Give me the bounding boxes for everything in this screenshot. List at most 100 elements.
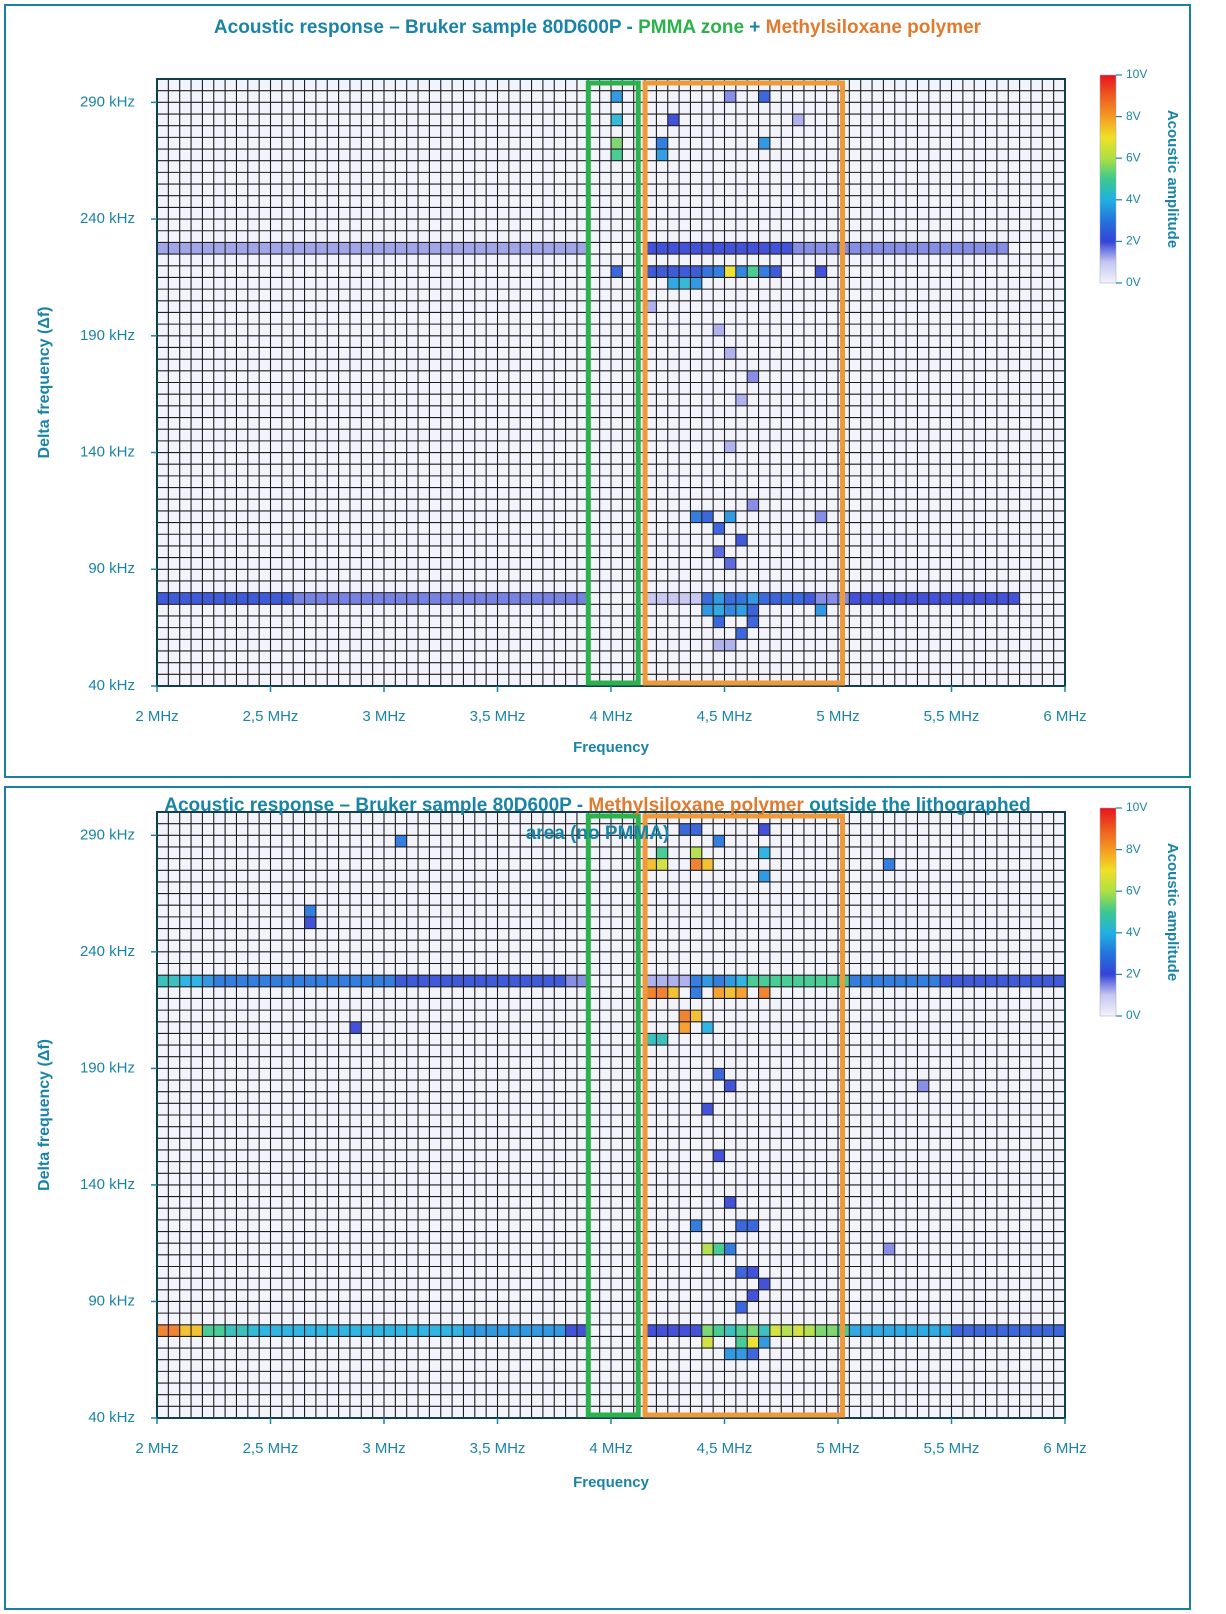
- heat-cell: [474, 1324, 487, 1337]
- title-segment: PMMA zone: [638, 17, 745, 38]
- x-tick-label: 6 MHz: [1043, 1440, 1086, 1457]
- heat-cell: [962, 1324, 975, 1337]
- heat-cell: [520, 975, 532, 987]
- heat-cell: [395, 592, 407, 605]
- heat-cell: [679, 265, 691, 278]
- heat-cell: [803, 1324, 816, 1337]
- heat-cell: [191, 592, 203, 605]
- cell-grid: [156, 78, 1066, 687]
- heat-cell: [769, 592, 782, 605]
- heat-cell: [656, 986, 668, 999]
- heat-cell: [1030, 1324, 1043, 1337]
- heat-cell: [951, 242, 963, 255]
- heat-cell: [281, 1324, 294, 1337]
- y-tick-label: 290 kHz: [80, 826, 135, 843]
- heat-cell: [486, 242, 498, 255]
- heat-cell: [463, 592, 475, 605]
- heat-cell: [508, 242, 521, 255]
- heat-cell: [656, 846, 668, 859]
- heat-cell: [611, 149, 623, 161]
- heat-cell: [724, 1348, 736, 1360]
- heat-cell: [690, 823, 702, 836]
- heat-cell: [758, 242, 770, 255]
- heat-cell: [157, 592, 169, 605]
- heat-cell: [951, 592, 963, 605]
- chart-title: Acoustic response – Bruker sample 80D600…: [98, 14, 1098, 42]
- heat-cell: [860, 1324, 873, 1337]
- colorbar-title: Acoustic amplitude: [1164, 110, 1181, 248]
- x-axis-title: Frequency: [573, 739, 650, 756]
- heat-cell: [735, 604, 748, 616]
- heat-cell: [645, 858, 657, 871]
- heat-cell: [508, 1324, 521, 1337]
- heat-cell: [815, 604, 827, 616]
- heat-cell: [701, 858, 714, 871]
- heat-cell: [917, 1080, 929, 1092]
- heat-cell: [338, 242, 350, 255]
- heat-cell: [372, 1324, 384, 1337]
- heat-cell: [440, 975, 453, 987]
- heat-cell: [315, 592, 328, 605]
- heat-cell: [542, 592, 555, 605]
- heat-cell: [270, 592, 282, 605]
- heat-cell: [713, 592, 725, 605]
- heat-cell: [735, 265, 748, 278]
- heat-cell: [713, 242, 725, 255]
- panel-border: [4, 786, 1191, 1610]
- heat-cell: [701, 510, 714, 523]
- heat-cell: [157, 1324, 169, 1337]
- heat-cell: [157, 975, 169, 987]
- heat-cell: [259, 242, 271, 255]
- heat-cell: [713, 265, 725, 278]
- heat-cell: [1008, 1324, 1020, 1337]
- heat-cell: [883, 975, 895, 987]
- heat-cell: [872, 592, 884, 605]
- heat-cell: [645, 1324, 657, 1337]
- heat-cell: [735, 534, 748, 546]
- heat-cell: [429, 592, 441, 605]
- heat-cell: [747, 1348, 759, 1360]
- heat-cell: [713, 1068, 725, 1081]
- x-tick-label: 6 MHz: [1043, 708, 1086, 725]
- heat-cell: [168, 975, 180, 987]
- title-segment: Methylsiloxane polymer: [588, 795, 804, 816]
- heat-cell: [418, 1324, 430, 1337]
- heat-cell: [758, 986, 770, 999]
- heat-cell: [815, 510, 827, 523]
- heat-cell: [758, 592, 770, 605]
- heat-cell: [735, 394, 748, 406]
- heat-cell: [769, 975, 782, 987]
- heat-cell: [361, 1324, 373, 1337]
- heat-cell: [747, 370, 759, 383]
- heatmap-panel: 2 MHz 2,5 MHz 3 MHz 3,5 MHz 4 MHz 4,5 MHz 5 MH…: [4, 4, 1191, 778]
- heat-cell: [531, 592, 543, 605]
- heat-cell: [281, 242, 294, 255]
- heat-cell: [259, 975, 271, 987]
- heat-cell: [327, 1324, 339, 1337]
- heat-cell: [860, 975, 873, 987]
- heat-cell: [860, 242, 873, 255]
- x-tick-label: 2 MHz: [135, 708, 178, 725]
- heat-cell: [906, 592, 918, 605]
- heat-cell: [701, 604, 714, 616]
- heat-cell: [724, 1324, 736, 1337]
- heat-cell: [872, 975, 884, 987]
- heat-cell: [157, 242, 169, 255]
- heat-cell: [974, 242, 986, 255]
- zone-box: [642, 813, 846, 1418]
- heat-cell: [225, 975, 237, 987]
- heat-cell: [701, 592, 714, 605]
- heat-cell: [202, 242, 214, 255]
- heat-cell: [940, 242, 952, 255]
- heat-cell: [883, 242, 895, 255]
- heat-cell: [361, 975, 373, 987]
- heat-cell: [917, 975, 929, 987]
- heat-cell: [270, 242, 282, 255]
- heat-cell: [611, 137, 623, 150]
- heat-cell: [293, 592, 305, 605]
- heat-cell: [406, 1324, 419, 1337]
- heat-cell: [758, 975, 770, 987]
- heat-cell: [747, 265, 759, 278]
- heat-cell: [463, 975, 475, 987]
- heat-cell: [679, 1021, 691, 1034]
